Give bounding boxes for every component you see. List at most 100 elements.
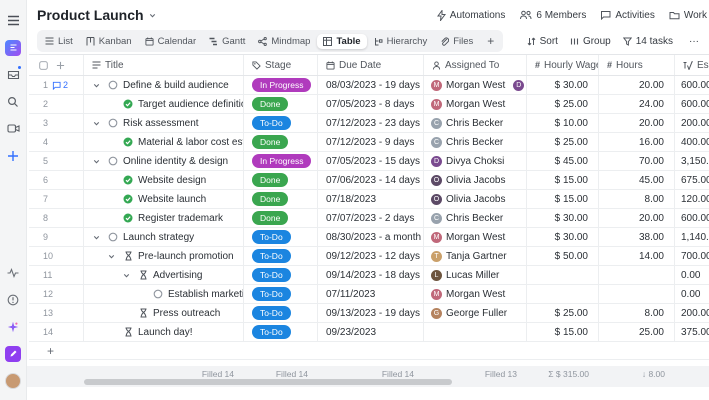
topbar-action-6-members[interactable]: 6 Members [519,10,586,21]
due-date-cell[interactable]: 08/30/2023 - a month [318,228,424,246]
column-header-stage[interactable]: Stage [244,55,318,75]
hours-cell[interactable]: 70.00 [599,152,675,170]
assignee[interactable]: O Olivia Jacobs [430,192,505,206]
hours-cell[interactable]: 14.00 [599,247,675,265]
estimate-cell[interactable]: 200.00 [675,114,709,132]
tab-hierarchy[interactable]: Hierarchy [368,34,434,49]
title-cell[interactable]: Launch strategy [84,228,244,246]
status-done-icon[interactable] [121,99,135,109]
assignee[interactable]: D Divya Choksi [430,154,504,168]
view-op-group[interactable]: Group [570,36,611,47]
assignee[interactable]: M Morgan West [430,230,505,244]
wage-cell[interactable]: $ 25.00 [527,133,599,151]
estimate-cell[interactable]: 400.00 [675,133,709,151]
status-circle-icon[interactable] [106,156,120,166]
table-row[interactable]: 9 Launch strategy To-Do 08/30/2023 - a m… [29,228,709,247]
tab-mindmap[interactable]: Mindmap [252,34,316,49]
due-date-cell[interactable]: 07/05/2023 - 15 days [318,152,424,170]
status-done-icon[interactable] [121,175,135,185]
due-date-cell[interactable]: 08/03/2023 - 19 days [318,76,424,94]
hamburger-menu-button[interactable] [0,7,26,34]
status-done-icon[interactable] [121,194,135,204]
column-header-assigned[interactable]: Assigned To [424,55,527,75]
due-date-cell[interactable]: 09/23/2023 [318,323,424,341]
status-done-icon[interactable] [121,213,135,223]
assignee[interactable]: C Chris Becker [430,135,503,149]
status-pending-icon[interactable] [121,327,135,337]
video-meeting-icon[interactable] [0,115,26,142]
hours-cell[interactable]: 20.00 [599,209,675,227]
assigned-cell[interactable] [424,323,527,341]
stage-badge[interactable]: Done [252,192,289,206]
tab-calendar[interactable]: Calendar [139,34,203,49]
footer-stat[interactable]: Filled 14 [201,369,234,379]
title-cell[interactable]: Advertising [84,266,244,284]
assignee[interactable]: M Morgan West [430,78,505,92]
hours-cell[interactable]: 20.00 [599,76,675,94]
wage-cell[interactable]: $ 15.00 [527,171,599,189]
footer-stat[interactable]: Filled 14 [275,369,308,379]
tab-files[interactable]: Files [434,34,479,49]
expand-chevron-icon[interactable] [105,252,118,261]
assignee[interactable]: O Olivia Jacobs [430,173,505,187]
title-cell[interactable]: Register trademark [84,209,244,227]
estimate-cell[interactable]: 0.00 [675,266,709,284]
due-date-cell[interactable]: 07/12/2023 - 9 days [318,133,424,151]
hours-cell[interactable] [599,266,675,284]
stage-badge[interactable]: Done [252,97,289,111]
hours-cell[interactable]: 25.00 [599,323,675,341]
wage-cell[interactable]: $ 10.00 [527,114,599,132]
hours-cell[interactable]: 8.00 [599,190,675,208]
title-cell[interactable]: Target audience definition & analy [84,95,244,113]
estimate-cell[interactable]: 675.00 [675,171,709,189]
title-cell[interactable]: Material & labor cost estimate [84,133,244,151]
workspace-logo-icon[interactable] [0,34,26,61]
wage-cell[interactable] [527,266,599,284]
estimate-cell[interactable]: 375.00 [675,323,709,341]
activity-icon[interactable] [0,259,26,286]
estimate-cell[interactable]: 0.00 [675,285,709,303]
add-button[interactable] [0,142,26,169]
stage-badge[interactable]: To-Do [252,287,291,301]
footer-stat[interactable]: Filled 14 [381,369,414,379]
assigned-cell[interactable]: L Lucas Miller [424,266,527,284]
stage-cell[interactable]: In Progress [244,76,318,94]
table-row[interactable]: 11 Advertising To-Do 09/14/2023 - 18 day… [29,266,709,285]
stage-badge[interactable]: Done [252,135,289,149]
comment-count[interactable]: 2 [52,80,68,90]
wage-cell[interactable]: $ 45.00 [527,152,599,170]
stage-badge[interactable]: To-Do [252,306,291,320]
footer-stat[interactable]: Filled 13 [484,369,517,379]
horizontal-scrollbar[interactable] [84,379,452,385]
estimate-cell[interactable]: 120.00 [675,190,709,208]
stage-cell[interactable]: To-Do [244,114,318,132]
due-date-cell[interactable]: 09/13/2023 - 19 days [318,304,424,322]
stage-cell[interactable]: Done [244,209,318,227]
table-row[interactable]: 14 Launch day! To-Do 09/23/2023 $ 15.00 … [29,323,709,342]
expand-chevron-icon[interactable] [90,157,103,166]
assignee[interactable]: C Chris Becker [430,116,503,130]
user-avatar[interactable] [0,367,26,394]
table-row[interactable]: 13 Press outreach To-Do 09/13/2023 - 19 … [29,304,709,323]
table-row[interactable]: 4 Material & labor cost estimate Done 07… [29,133,709,152]
estimate-cell[interactable]: 600.00 [675,76,709,94]
hours-cell[interactable]: 16.00 [599,133,675,151]
title-cell[interactable]: Define & build audience [84,76,244,94]
expand-chevron-icon[interactable] [90,119,103,128]
stage-badge[interactable]: Done [252,211,289,225]
status-pending-icon[interactable] [136,270,150,280]
table-row[interactable]: 8 Register trademark Done 07/07/2023 - 2… [29,209,709,228]
stage-cell[interactable]: To-Do [244,247,318,265]
tab-gantt[interactable]: Gantt [203,34,251,49]
assignee[interactable]: G George Fuller [430,306,507,320]
stage-cell[interactable]: To-Do [244,285,318,303]
column-header-hours[interactable]: # Hours [599,55,675,75]
assigned-cell[interactable]: M Morgan West [424,228,527,246]
status-circle-icon[interactable] [151,289,165,299]
info-icon[interactable] [0,286,26,313]
docs-app-icon[interactable] [0,340,26,367]
stage-cell[interactable]: Done [244,171,318,189]
add-view-button[interactable]: + [487,34,495,48]
assignee[interactable]: L Lucas Miller [430,268,499,282]
